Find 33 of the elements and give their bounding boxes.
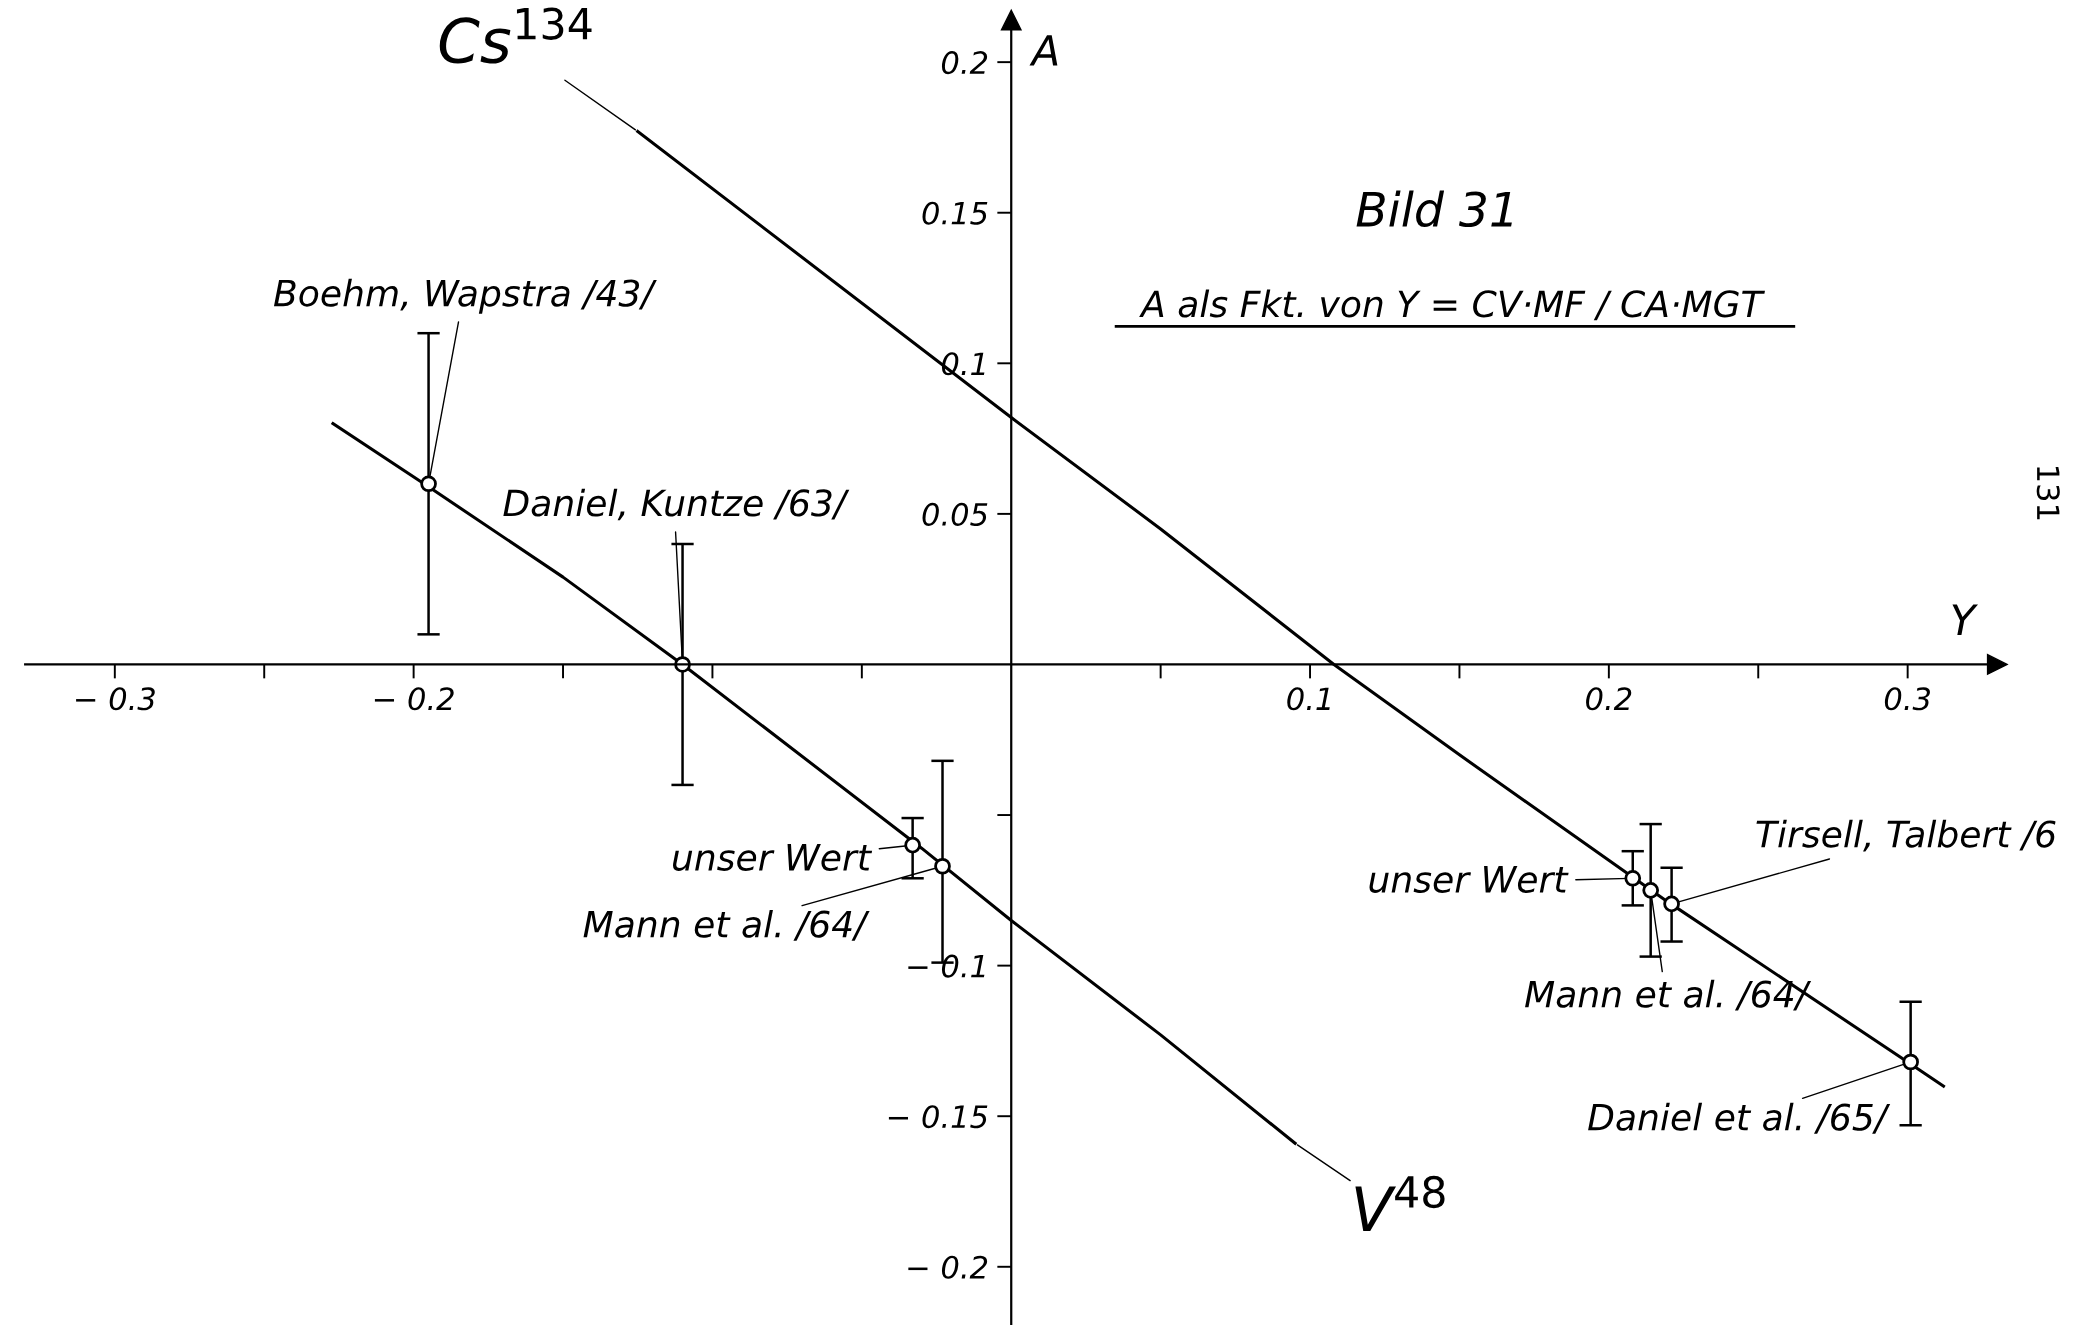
- point: [1624, 869, 1642, 887]
- annotation: Daniel, Kuntze /63/: [503, 488, 850, 521]
- y-axis-title: A: [1029, 35, 1058, 66]
- y-tick-label: − 0.2: [908, 1255, 988, 1279]
- text: A als Fkt. von Y = CV·MF / CA·MGT: [1139, 289, 1765, 321]
- point: [934, 857, 951, 875]
- point: [420, 475, 437, 493]
- x-tick-label: − 0.3: [76, 687, 155, 711]
- point: [1902, 1053, 1919, 1071]
- annotation: Tirsell, Talbert /6: [1756, 819, 2056, 852]
- y-tick-label: 0.05: [922, 502, 988, 526]
- annotation: Mann et al. /64/: [1525, 979, 1812, 1011]
- y-tick-label: 0.2: [941, 51, 988, 75]
- annotation: Mann et al. /64/: [583, 909, 870, 941]
- text: Bild 31: [1356, 190, 1512, 228]
- annotation: unser Wert: [673, 844, 873, 871]
- annotation: Daniel et al. /65/: [1588, 1102, 1891, 1134]
- text: 131: [2036, 467, 2060, 520]
- x-axis-title: Y: [1952, 604, 1979, 635]
- y-tick-label: − 0.15: [888, 1105, 988, 1129]
- point: [1663, 895, 1680, 913]
- y-tick-label: − 0.1: [908, 954, 985, 978]
- x-tick-label: 0.2: [1586, 687, 1632, 711]
- x-tick-label: 0.3: [1884, 687, 1930, 711]
- point: [904, 836, 921, 854]
- annotation: Boehm, Wapstra /43/: [273, 278, 657, 314]
- x-tick-label: 0.1: [1287, 687, 1330, 711]
- annotation: unser Wert: [1369, 866, 1569, 893]
- x-tick-label: − 0.2: [374, 687, 454, 711]
- legend-label: V$^{48}$: [1355, 1175, 1445, 1231]
- y-tick-label: 0.15: [922, 201, 988, 225]
- point: [1642, 882, 1660, 899]
- series-label: Cs$^{134}$: [439, 7, 592, 64]
